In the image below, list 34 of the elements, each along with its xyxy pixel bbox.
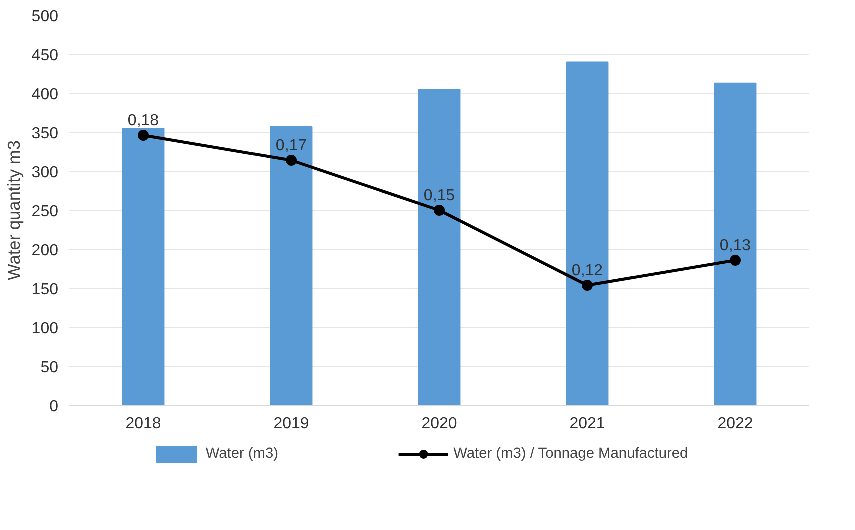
x-tick-label: 2018 — [126, 416, 162, 432]
y-tick-label: 0 — [50, 398, 59, 416]
data-label: 0,12 — [572, 262, 604, 280]
y-axis-title: Water quantity m3 — [4, 140, 24, 280]
x-tick-label: 2020 — [422, 416, 458, 432]
point — [730, 255, 741, 266]
point — [286, 155, 297, 166]
y-tick-label: 300 — [32, 164, 59, 182]
y-tick-label: 500 — [32, 8, 59, 26]
bar — [418, 89, 461, 406]
point — [138, 130, 149, 141]
bar — [714, 82, 757, 406]
data-label: 0,18 — [128, 112, 160, 130]
x-tick-label: 2021 — [570, 416, 606, 432]
y-tick-label: 200 — [32, 242, 59, 260]
y-tick-label: 150 — [32, 282, 59, 298]
data-label: 0,15 — [424, 188, 456, 204]
y-tick-label: 50 — [40, 360, 59, 376]
data-label: 0,17 — [276, 138, 308, 154]
y-tick-label: 450 — [32, 48, 59, 64]
y-tick-label: 250 — [32, 204, 59, 220]
bar — [566, 62, 609, 406]
data-label: 0,13 — [720, 238, 752, 254]
x-tick-label: 2019 — [274, 416, 310, 432]
legend-label: Water (m3) — [206, 446, 279, 462]
y-tick-label: 400 — [32, 86, 59, 104]
point — [434, 205, 445, 216]
bar — [122, 128, 165, 406]
y-tick-label: 100 — [32, 320, 59, 338]
bar — [270, 126, 313, 406]
point — [582, 280, 593, 291]
x-tick-label: 2022 — [718, 416, 754, 432]
legend-label: Water (m3) / Tonnage Manufactured — [454, 446, 688, 462]
y-tick-label: 350 — [32, 126, 59, 142]
